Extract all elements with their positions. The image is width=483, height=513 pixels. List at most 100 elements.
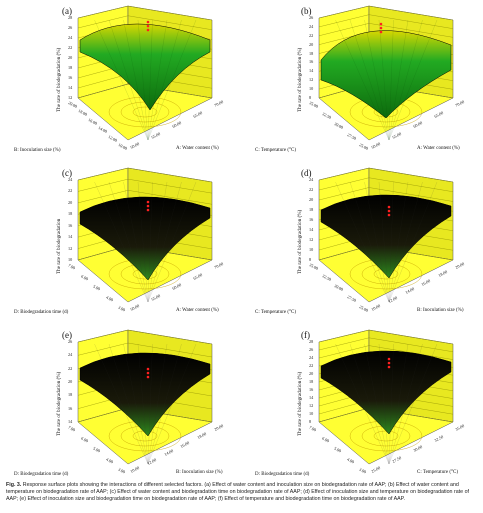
panel-label: (e): [62, 330, 72, 340]
z-tick-label: 20: [68, 55, 73, 60]
z-tick-label: 16: [68, 405, 73, 411]
panel-label: (a): [62, 6, 72, 16]
mesh-line: [147, 181, 182, 303]
z-tick-label: 18: [68, 211, 73, 217]
grid-line: [318, 337, 454, 352]
z-tick-label: 24: [309, 23, 314, 29]
response-surface: [79, 352, 211, 437]
z-tick-label: 10: [309, 247, 314, 252]
z-tick-label: 10: [68, 257, 73, 262]
z-tick-label: 22: [68, 188, 73, 194]
z-tick-label: 20: [309, 41, 314, 47]
response-surface: [79, 23, 211, 111]
surface-plot-panel: (a) The rate of biodegradation (%) 12 14 16 1…: [0, 0, 240, 160]
z-tick-label: 14: [309, 227, 314, 232]
y-axis-title: A: Water content (%): [417, 146, 460, 151]
z-tick-label: 28: [309, 339, 314, 344]
y-axis-title: A: Water content (%): [176, 308, 219, 313]
grid-line: [318, 167, 454, 183]
panel-label: (b): [301, 6, 312, 16]
mesh-line: [147, 181, 197, 303]
design-point-marker: [379, 22, 383, 26]
mesh-line: [378, 343, 390, 465]
mesh-line: [137, 181, 149, 303]
z-tick-label: 16: [68, 75, 73, 80]
grid-line: [77, 5, 213, 21]
surface-plot-panel: (f) The rate of biodegradation (%) 8 10 12 14…: [241, 324, 481, 484]
z-tick-label: 10: [309, 411, 314, 416]
mesh-line: [147, 343, 153, 465]
z-tick-label: 20: [309, 197, 314, 202]
z-tick-label: 12: [309, 77, 314, 83]
design-point-marker: [387, 365, 391, 369]
z-tick-label: 16: [309, 217, 314, 222]
grid-line: [77, 190, 213, 205]
mesh-line: [94, 343, 149, 465]
z-tick-label: 10: [309, 86, 314, 92]
z-tick-label: 14: [309, 68, 314, 74]
grid-line: [318, 329, 454, 345]
z-tick-label: 18: [68, 65, 73, 70]
y-axis-title: C: Temperature (°C): [417, 470, 458, 475]
z-tick-label: 24: [309, 355, 314, 360]
z-tick-label: 18: [309, 207, 314, 212]
z-tick-label: 22: [309, 363, 314, 368]
z-tick-label: 26: [68, 25, 73, 30]
x-axis-title: C: Temperature (°C): [255, 148, 296, 153]
mesh-line: [147, 343, 182, 465]
mesh-line: [147, 181, 153, 303]
mesh-line: [388, 343, 423, 465]
mesh-line: [388, 181, 423, 303]
z-axis-title: The rate of biodegradation (%): [297, 47, 303, 112]
grid-line: [77, 167, 213, 183]
grid-line: [77, 178, 213, 194]
mesh-line: [123, 19, 149, 141]
design-point-marker: [387, 205, 391, 209]
panel-label: (d): [301, 168, 312, 178]
z-tick-label: 16: [309, 59, 314, 65]
z-tick-label: 18: [309, 50, 314, 56]
z-tick-label: 12: [309, 237, 314, 242]
surface-plot-svg: [77, 5, 213, 141]
response-surface: [320, 350, 452, 435]
z-tick-label: 12: [309, 403, 314, 408]
y-axis-title: A: Water content (%): [176, 146, 219, 151]
mesh-line: [388, 181, 438, 303]
mesh-line: [388, 181, 409, 303]
design-point-marker: [146, 371, 150, 375]
design-point-marker: [379, 30, 383, 34]
mesh-line: [147, 343, 168, 465]
mesh-line: [137, 343, 149, 465]
mesh-line: [123, 181, 149, 303]
response-surface: [320, 194, 452, 279]
panel-label: (f): [301, 330, 310, 340]
panel-label: (c): [62, 168, 72, 178]
grid-line: [318, 14, 454, 29]
z-tick-label: 8: [309, 95, 312, 100]
mesh-line: [108, 181, 149, 303]
z-tick-label: 24: [68, 352, 73, 358]
caption-prefix: Fig. 3.: [6, 482, 22, 488]
x-axis-title: C: Temperature (°C): [255, 310, 296, 315]
mesh-line: [388, 19, 438, 141]
design-point-marker: [146, 367, 150, 371]
design-point-marker: [146, 204, 150, 208]
mesh-line: [108, 343, 149, 465]
z-tick-label: 24: [68, 177, 73, 182]
y-axis-title: B: Inoculation size (%): [417, 308, 464, 313]
x-axis-title: D: Biodegradation time (d): [14, 310, 69, 315]
response-surface: [320, 30, 452, 119]
grid-line: [318, 5, 454, 21]
mesh-line: [378, 19, 390, 141]
mesh-line: [147, 19, 182, 141]
mesh-line: [349, 19, 390, 141]
z-tick-label: 20: [309, 371, 314, 376]
x-axis-title: D: Biodegradation time (d): [14, 472, 69, 477]
surface-plot-svg: [318, 167, 454, 303]
mesh-line: [147, 19, 153, 141]
z-tick-label: 28: [68, 15, 73, 20]
response-surface: [79, 196, 211, 281]
z-tick-label: 16: [309, 387, 314, 392]
design-point-marker: [146, 200, 150, 204]
z-tick-label: 20: [68, 379, 73, 384]
